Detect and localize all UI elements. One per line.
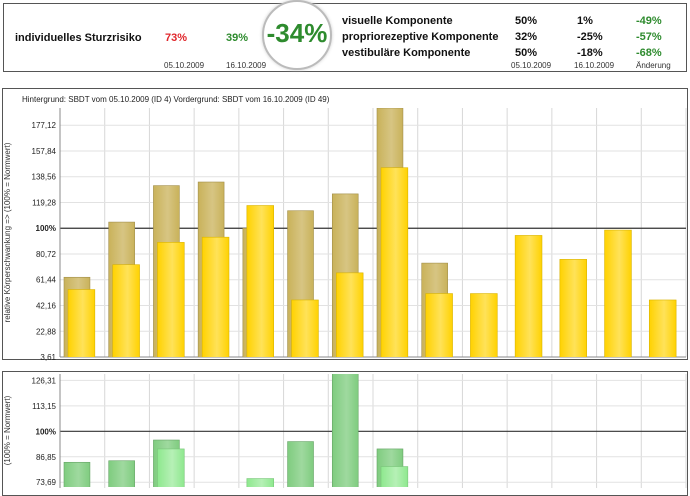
y-tick-label: 119,28 — [32, 198, 56, 207]
risk-change-circle — [262, 0, 332, 70]
foreground-bar — [559, 259, 587, 357]
component-after-date: 16.10.2009 — [574, 61, 615, 70]
foreground-bar — [246, 205, 274, 357]
y-tick-label: 157,84 — [32, 147, 57, 156]
foreground-bar — [291, 299, 319, 357]
y-tick-label: 80,72 — [36, 250, 57, 259]
y-tick-label: 42,16 — [36, 302, 57, 311]
component-label: propriorezeptive Komponente — [342, 31, 499, 43]
foreground-bar — [648, 299, 677, 357]
risk-before-value: 73% — [165, 32, 188, 44]
component-after-value: -25% — [577, 31, 603, 43]
component-before-value: 50% — [515, 47, 538, 59]
foreground-bar — [246, 478, 274, 487]
foreground-bar — [201, 236, 230, 357]
component-label: visuelle Komponente — [342, 15, 453, 27]
component-after-value: 1% — [577, 15, 593, 27]
y-tick-label: 177,12 — [32, 121, 57, 130]
component-change-value: -57% — [636, 31, 662, 43]
foreground-bar — [157, 448, 185, 487]
y-tick-label: 100% — [36, 224, 56, 233]
foreground-bar — [380, 167, 409, 357]
y-tick-label: 3,61 — [40, 353, 56, 362]
summary-panel — [3, 3, 687, 72]
foreground-bar — [112, 264, 140, 357]
foreground-bar — [157, 242, 185, 357]
y-tick-label: 22,88 — [36, 327, 57, 336]
component-change-value: -49% — [636, 15, 662, 27]
y-tick-label: 138,56 — [32, 173, 57, 182]
component-before-value: 32% — [515, 31, 538, 43]
sway-chart-panel — [2, 88, 688, 360]
background-bar — [63, 461, 91, 487]
background-bar — [108, 460, 135, 487]
y-tick-label: 86,85 — [36, 453, 57, 462]
y-tick-label: 73,69 — [36, 478, 57, 487]
y-tick-label: 113,15 — [32, 402, 56, 411]
y-axis-label: (100% = Normwert) — [3, 395, 12, 465]
y-tick-label: 100% — [36, 427, 56, 436]
risk-change-value: -34% — [266, 18, 328, 48]
component-before-value: 50% — [515, 15, 538, 27]
background-bar — [331, 374, 359, 487]
change-label: Änderung — [636, 61, 671, 70]
component-before-date: 05.10.2009 — [511, 61, 552, 70]
y-axis-label: relative Körperschwankung => (100% = Nor… — [3, 142, 12, 322]
chart-caption: Hintergrund: SBDT vom 05.10.2009 (ID 4) … — [22, 95, 330, 104]
foreground-bar — [67, 289, 96, 357]
risk-after-date: 16.10.2009 — [226, 61, 267, 70]
y-tick-label: 126,31 — [32, 376, 57, 385]
bars-group — [63, 374, 409, 487]
component-after-value: -18% — [577, 47, 603, 59]
foreground-bar — [514, 235, 543, 357]
background-bar — [287, 441, 314, 487]
foreground-bar — [425, 293, 453, 357]
component-label: vestibuläre Komponente — [342, 47, 471, 59]
foreground-bar — [335, 272, 364, 357]
component-change-value: -68% — [636, 47, 662, 59]
foreground-bar — [380, 466, 409, 487]
foreground-bar — [604, 229, 632, 357]
risk-label: individuelles Sturzrisiko — [15, 32, 142, 44]
foreground-bar — [470, 293, 498, 357]
risk-after-value: 39% — [226, 32, 249, 44]
bars-group — [63, 108, 677, 357]
risk-before-date: 05.10.2009 — [164, 61, 205, 70]
y-tick-label: 61,44 — [36, 276, 57, 285]
